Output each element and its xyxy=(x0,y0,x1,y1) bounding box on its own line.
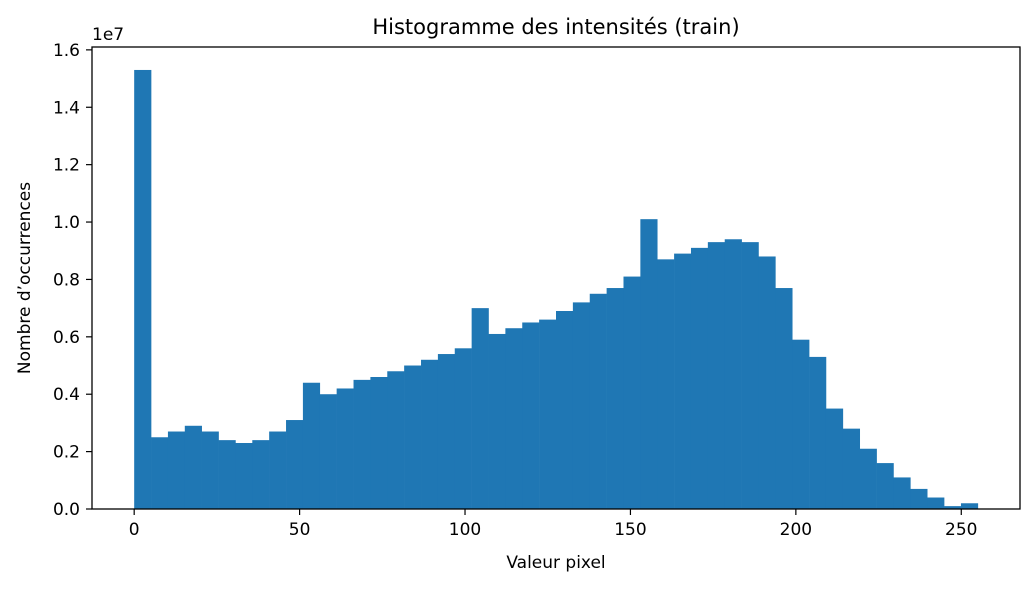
histogram-bar xyxy=(151,437,169,509)
x-tick-label: 250 xyxy=(945,520,977,540)
histogram-bar xyxy=(690,247,709,509)
histogram-bar xyxy=(370,377,388,509)
histogram-bar xyxy=(505,328,523,509)
histogram-bar xyxy=(792,339,810,509)
histogram-bar xyxy=(319,394,337,509)
histogram-bar xyxy=(167,431,186,509)
y-tick-label: 1.4 xyxy=(53,98,80,118)
histogram-bar xyxy=(606,288,624,509)
histogram-bar xyxy=(572,302,591,509)
histogram-bar xyxy=(353,379,371,509)
histogram-bar xyxy=(201,431,219,509)
histogram-bar xyxy=(437,354,456,509)
y-tick-label: 1.6 xyxy=(53,41,80,61)
histogram-bar xyxy=(674,253,692,509)
histogram-bar xyxy=(640,219,658,510)
histogram-bar xyxy=(235,443,253,509)
histogram-bar xyxy=(910,488,928,509)
histogram-bar xyxy=(741,242,759,509)
y-axis-offset-text: 1e7 xyxy=(92,25,124,45)
histogram-bar xyxy=(825,408,844,509)
histogram-bar xyxy=(589,293,607,509)
y-tick-label: 0.6 xyxy=(53,328,80,348)
histogram-bar xyxy=(134,69,152,510)
histogram-bar xyxy=(944,506,962,509)
histogram-bar xyxy=(184,425,202,509)
histogram-bar xyxy=(387,371,405,509)
histogram-bar xyxy=(927,497,945,509)
histogram-bar xyxy=(623,276,641,509)
histogram-bar xyxy=(421,359,439,509)
histogram-bar xyxy=(657,259,675,509)
histogram-bar xyxy=(522,322,540,509)
histogram-bar xyxy=(893,477,911,509)
histogram-bar xyxy=(539,319,557,509)
histogram-bar xyxy=(775,288,793,509)
y-axis: 0.0 0.2 0.4 0.6 0.8 1.0 1.2 1.4 1.6 xyxy=(53,41,92,520)
x-tick-label: 0 xyxy=(129,520,140,540)
bars-group xyxy=(134,69,979,510)
x-tick-label: 100 xyxy=(449,520,481,540)
histogram-bar xyxy=(471,308,489,509)
histogram-bar xyxy=(960,503,979,509)
histogram-bar xyxy=(809,356,827,509)
y-tick-label: 0.2 xyxy=(53,443,80,463)
x-tick-label: 50 xyxy=(289,520,311,540)
histogram-bar xyxy=(724,239,742,509)
histogram-bar xyxy=(859,448,877,509)
histogram-bar xyxy=(404,365,422,509)
histogram-bar xyxy=(302,382,321,509)
histogram-bar xyxy=(218,440,236,509)
x-tick-label: 200 xyxy=(780,520,812,540)
x-axis: 0 50 100 150 200 250 xyxy=(129,509,978,540)
y-tick-label: 1.0 xyxy=(53,213,80,233)
y-tick-label: 0.8 xyxy=(53,270,80,290)
y-tick-label: 0.4 xyxy=(53,385,80,405)
histogram-bar xyxy=(876,463,894,509)
histogram-bar xyxy=(556,311,574,509)
y-axis-label: Nombre d’occurrences xyxy=(15,182,35,374)
plot-frame xyxy=(91,46,1021,510)
x-tick-label: 150 xyxy=(614,520,646,540)
chart-title: Histogramme des intensités (train) xyxy=(372,15,739,39)
y-tick-label: 1.2 xyxy=(53,156,80,176)
y-tick-label: 0.0 xyxy=(53,500,80,520)
histogram-bar xyxy=(336,388,354,509)
histogram-bar xyxy=(842,428,861,509)
histogram-bar xyxy=(286,420,304,509)
histogram-bar xyxy=(707,242,726,509)
histogram-bar xyxy=(488,333,506,509)
histogram-bar xyxy=(758,256,776,509)
histogram-bar xyxy=(252,440,270,509)
x-axis-label: Valeur pixel xyxy=(506,553,605,573)
histogram-bar xyxy=(269,431,287,509)
histogram-bar xyxy=(454,348,472,509)
